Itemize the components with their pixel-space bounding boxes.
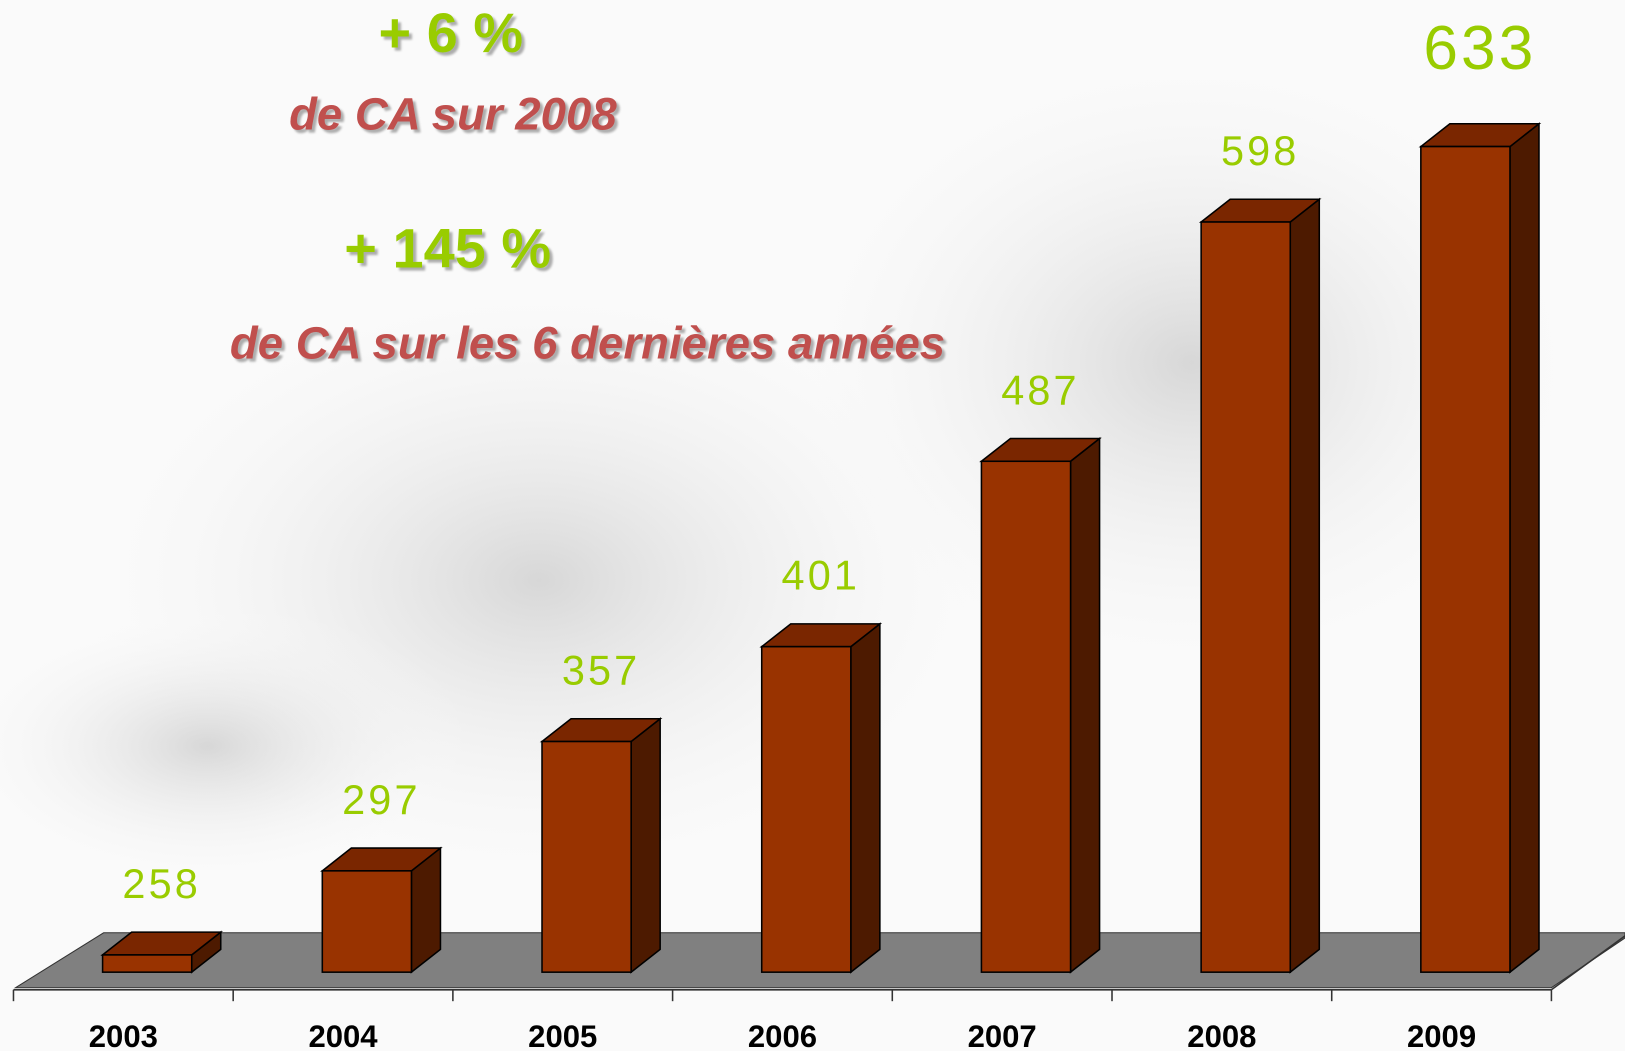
bar-front xyxy=(1421,147,1510,973)
bar xyxy=(1201,199,1319,972)
bar-side xyxy=(631,719,660,972)
x-tick-label: 2003 xyxy=(89,1019,158,1051)
bar-front xyxy=(322,871,411,972)
x-tick-label: 2007 xyxy=(968,1019,1037,1051)
bar-front xyxy=(1201,222,1290,972)
bar xyxy=(322,848,440,972)
bar-side xyxy=(1510,124,1539,972)
bar xyxy=(762,624,880,972)
headline-percent: + 145 % xyxy=(344,216,551,279)
bar-side xyxy=(1071,438,1100,972)
x-tick-label: 2005 xyxy=(528,1019,597,1051)
x-tick-label: 2006 xyxy=(748,1019,817,1051)
value-label: 401 xyxy=(782,552,860,599)
x-tick-label: 2009 xyxy=(1407,1019,1476,1051)
bar xyxy=(981,438,1099,972)
bar xyxy=(1421,124,1539,972)
value-label: 598 xyxy=(1221,127,1299,174)
value-label: 297 xyxy=(342,776,420,823)
bar-front xyxy=(542,742,631,973)
bar xyxy=(542,719,660,972)
headline-text: de CA sur 2008 xyxy=(289,89,617,140)
bar-side xyxy=(851,624,880,972)
x-tick-label: 2004 xyxy=(308,1019,378,1051)
value-label: 487 xyxy=(1001,366,1079,413)
value-label: 357 xyxy=(562,647,640,694)
value-label: 633 xyxy=(1423,14,1536,83)
bar-front xyxy=(762,647,851,972)
bar-front xyxy=(981,461,1070,972)
chart: + 6 % de CA sur 2008 + 145 % de CA sur l… xyxy=(0,0,1625,1051)
value-label: 258 xyxy=(122,860,200,907)
headline-percent: + 6 % xyxy=(378,1,523,64)
page: + 6 % de CA sur 2008 + 145 % de CA sur l… xyxy=(0,0,1625,1051)
x-tick-label: 2008 xyxy=(1187,1019,1256,1051)
bar-side xyxy=(1290,199,1319,972)
bar-front xyxy=(103,955,192,972)
headline-text: de CA sur les 6 dernières années xyxy=(230,318,945,369)
